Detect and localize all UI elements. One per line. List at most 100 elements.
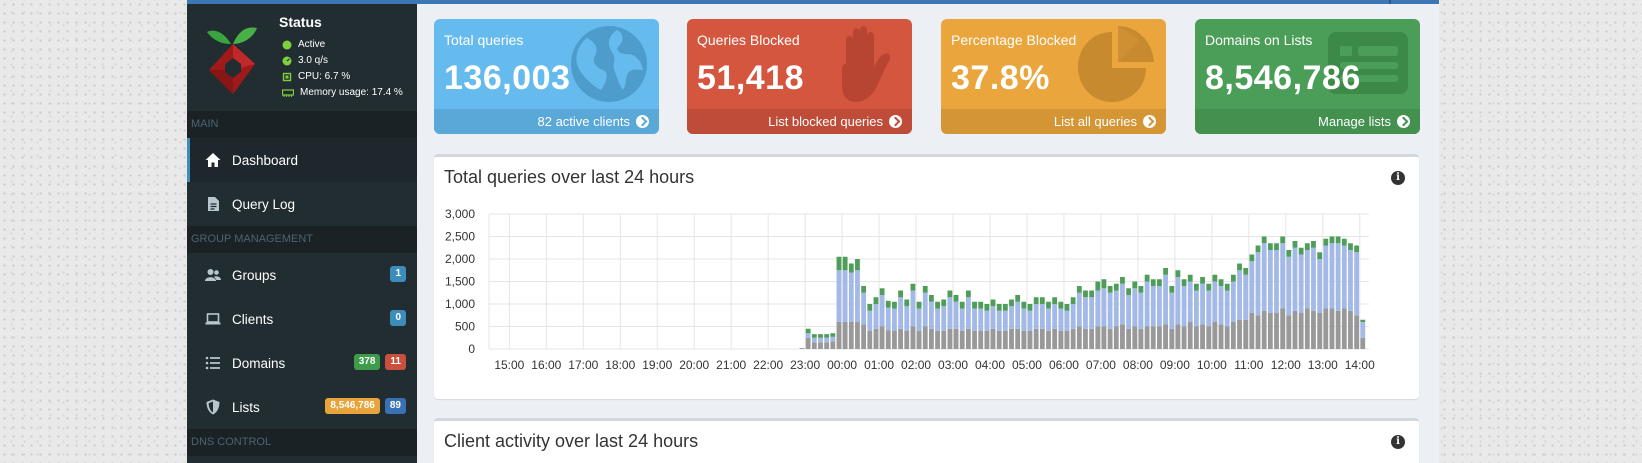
bar-permitted [1193,290,1199,327]
bar-permitted [1015,301,1021,329]
bar-permitted [1138,292,1144,329]
arrow-circle-right-icon [636,115,649,128]
bar-permitted [935,308,940,331]
sidebar-item-label: Domains [232,355,286,371]
info-icon[interactable]: i [1391,435,1405,449]
bar-cached [1002,304,1008,311]
bar-blocked [1089,328,1095,349]
manage-lists-link[interactable]: Manage lists [1195,109,1420,134]
domains-on-lists-box: Domains on Lists 8,546,786 Manage lists [1195,19,1420,134]
bar-permitted [1052,304,1058,329]
percentage-blocked-value: 37.8% [951,59,1050,97]
bar-cached [1132,281,1138,289]
bar-blocked [848,322,854,349]
bar-permitted [1230,281,1236,322]
bar-blocked [1163,324,1168,349]
bar-blocked [1193,326,1199,349]
bar-blocked [892,331,897,349]
status-qps-label: 3.0 q/s [298,55,329,66]
hand-icon [842,26,891,102]
bar-permitted [1089,297,1095,329]
manage-lists-label: Manage lists [1318,114,1391,129]
bar-cached [1224,283,1230,291]
list-all-queries-link[interactable]: List all queries [941,109,1166,134]
active-clients-link[interactable]: 82 active clients [434,109,659,134]
x-tick-label: 00:00 [827,358,857,372]
x-tick-label: 23:00 [790,358,820,372]
bar-cached [1076,286,1082,293]
x-tick-label: 04:00 [975,358,1005,372]
bar-blocked [824,342,830,349]
bar-permitted [929,301,934,329]
sidebar-item-dashboard[interactable]: Dashboard [187,138,417,182]
sidebar-item-lists[interactable]: Lists 8,546,786 89 [187,385,417,429]
x-tick-label: 05:00 [1012,358,1042,372]
sidebar-item-groups[interactable]: Groups 1 [187,253,417,297]
bar-blocked [867,331,873,349]
navbar-divider [1389,0,1391,4]
bar-permitted [1120,283,1125,325]
sidebar-item-domains[interactable]: Domains 378 11 [187,341,417,385]
bar-permitted [922,292,928,327]
y-tick-label: 3,000 [445,207,475,221]
bar-permitted [1280,243,1286,309]
domains-on-lists-value: 8,546,786 [1205,59,1361,97]
bar-cached [941,299,947,307]
bar-permitted [805,333,811,338]
bar-permitted [1187,281,1193,322]
lists-domains-badge: 8,546,786 [325,398,380,414]
sidebar-item-clients[interactable]: Clients 0 [187,297,417,341]
list-blocked-queries-link[interactable]: List blocked queries [687,109,912,134]
bar-blocked [1175,324,1181,349]
status-title: Status [279,14,322,30]
bar-cached [1341,238,1347,246]
bar-cached [873,297,879,304]
x-tick-label: 17:00 [568,358,598,372]
info-icon[interactable]: i [1391,171,1405,185]
bar-permitted [1267,250,1273,313]
bar-permitted [1335,243,1341,311]
bar-blocked [805,337,811,349]
bar-cached [1230,274,1236,282]
bar-cached [1267,243,1273,250]
x-tick-label: 14:00 [1345,358,1375,372]
x-tick-label: 13:00 [1308,358,1338,372]
active-clients-label: 82 active clients [537,114,631,129]
bar-blocked [1169,328,1175,349]
bar-blocked [1360,337,1366,349]
bar-blocked [1230,322,1236,349]
groups-count-badge: 1 [390,266,406,282]
x-tick-label: 22:00 [753,358,783,372]
bar-cached [947,290,953,298]
bar-blocked [1144,326,1150,349]
sidebar-item-label: Lists [232,399,260,415]
x-tick-label: 03:00 [938,358,968,372]
arrow-circle-right-icon [889,115,902,128]
bar-permitted [1224,290,1230,327]
list-blocked-queries-label: List blocked queries [768,114,883,129]
bar-permitted [1286,256,1292,316]
pihole-logo [207,27,257,94]
bar-blocked [996,331,1002,349]
bar-permitted [1070,304,1076,329]
sidebar-item-query-log[interactable]: Query Log [187,182,417,226]
bar-cached [1298,247,1304,255]
bar-blocked [965,328,971,349]
bar-permitted [1113,290,1119,327]
x-tick-label: 06:00 [1049,358,1079,372]
bar-cached [1274,243,1279,250]
memory-icon [282,88,294,97]
bar-blocked [811,342,817,349]
bar-permitted [1175,277,1181,325]
bar-permitted [1058,308,1064,331]
bar-cached [1335,236,1341,244]
bar-permitted [1144,281,1150,327]
bar-cached [824,334,830,338]
bar-blocked [1015,328,1021,349]
bar-permitted [1009,306,1014,329]
bar-blocked [1354,315,1360,349]
x-tick-label: 21:00 [716,358,746,372]
bar-cached [1138,286,1144,293]
bar-permitted [972,308,977,331]
bar-cached [1323,238,1329,246]
